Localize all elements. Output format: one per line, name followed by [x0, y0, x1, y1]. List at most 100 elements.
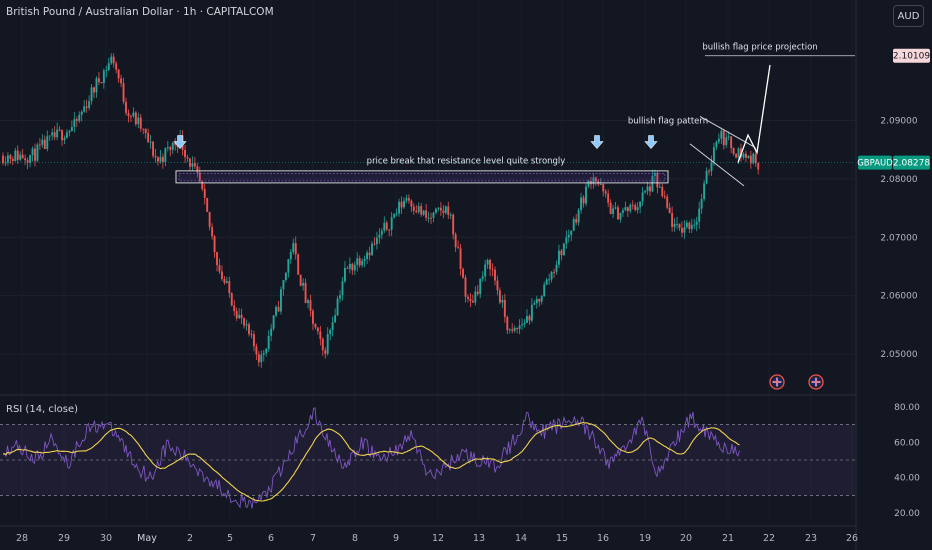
candle-up: [535, 298, 538, 304]
candle-up: [646, 186, 649, 192]
candle-down: [661, 186, 664, 196]
candle-up: [371, 243, 373, 256]
candle-down: [415, 210, 418, 213]
candle-down: [617, 207, 619, 220]
candle-down: [277, 306, 280, 312]
candle-down: [351, 263, 354, 271]
candle-up: [383, 222, 386, 231]
candle-down: [454, 234, 457, 248]
candle-down: [511, 329, 514, 331]
candle-up: [567, 234, 570, 238]
candle-down: [346, 267, 349, 269]
candle-down: [506, 316, 509, 331]
candle-down: [154, 155, 157, 158]
candle-up: [545, 279, 548, 285]
candle-down: [757, 163, 760, 170]
candle-up: [737, 148, 740, 158]
candle-up: [341, 281, 344, 296]
candle-up: [105, 70, 108, 71]
candle-down: [681, 228, 683, 233]
candle-down: [688, 222, 691, 230]
candle-up: [715, 141, 718, 148]
time-axis: 28 29 30 May 2 5 6 7 8 9 12 13 14 15 16 19 20 21 22 23 26: [16, 533, 858, 544]
candle-down: [722, 130, 725, 146]
rsi-indicator-label[interactable]: RSI (14, close): [6, 404, 79, 415]
candle-up: [110, 56, 113, 64]
candle-down: [125, 101, 127, 113]
candle-down: [38, 144, 41, 146]
candle-down: [26, 160, 29, 163]
candle-down: [430, 217, 432, 219]
time-tick-label: 2: [187, 533, 193, 544]
candle-down: [220, 271, 223, 280]
candle-up: [6, 155, 9, 163]
candle-down: [127, 112, 130, 116]
candle-up: [336, 298, 339, 316]
candle-down: [457, 247, 460, 249]
candle-down: [97, 78, 100, 83]
time-tick-label: 28: [16, 533, 28, 544]
candle-down: [503, 299, 506, 317]
candle-down: [459, 248, 462, 269]
candle-up: [558, 250, 560, 265]
candle-down: [201, 181, 204, 189]
candle-up: [171, 142, 174, 150]
candle-down: [174, 142, 177, 145]
candle-up: [287, 259, 290, 273]
currency-button[interactable]: AUD: [893, 5, 924, 27]
candle-up: [289, 251, 292, 260]
candle-up: [88, 101, 91, 108]
candle-down: [321, 338, 324, 351]
candle-up: [29, 155, 32, 163]
candle-up: [523, 322, 526, 325]
candle-up: [292, 243, 295, 252]
candle-up: [705, 170, 708, 184]
candle-up: [720, 130, 723, 139]
price-tick-label: 2.08000: [880, 175, 917, 185]
time-tick-label: 14: [515, 533, 527, 544]
candle-up: [326, 334, 329, 354]
rsi-tick-label: 40.00: [894, 474, 920, 484]
candle-down: [157, 157, 159, 162]
candle-up: [417, 206, 420, 213]
candle-up: [513, 327, 516, 331]
candle-up: [710, 161, 713, 172]
candle-down: [203, 188, 206, 198]
candle-down: [553, 271, 555, 273]
candle-up: [479, 278, 482, 295]
candle-down: [196, 166, 199, 173]
candle-up: [612, 208, 615, 214]
candle-up: [651, 175, 654, 192]
candle-up: [334, 315, 337, 323]
candle-down: [304, 282, 307, 304]
candle-down: [749, 155, 752, 164]
candle-down: [732, 148, 735, 154]
resistance-annotation: price break that resistance level quite …: [367, 157, 566, 167]
candle-up: [70, 127, 73, 132]
candle-down: [208, 211, 211, 227]
candle-down: [257, 354, 260, 363]
candle-up: [742, 153, 745, 158]
candle-down: [744, 153, 747, 158]
candle-down: [250, 334, 253, 335]
candle-up: [78, 114, 81, 121]
candle-down: [594, 177, 597, 182]
candle-down: [466, 296, 469, 299]
candle-up: [403, 200, 405, 208]
candle-up: [690, 224, 693, 230]
candle-up: [521, 324, 524, 326]
price-tick-label: 2.07000: [880, 233, 917, 243]
candle-down: [24, 158, 27, 161]
candle-up: [437, 207, 440, 209]
candle-down: [211, 226, 214, 237]
flag-channel-lower: [689, 143, 745, 187]
candle-down: [462, 268, 464, 278]
candle-up: [46, 136, 49, 149]
candle-down: [471, 300, 474, 303]
candle-up: [66, 132, 68, 138]
candle-up: [73, 119, 76, 128]
candle-down: [439, 207, 442, 211]
candle-up: [238, 314, 241, 319]
candle-up: [366, 252, 369, 259]
